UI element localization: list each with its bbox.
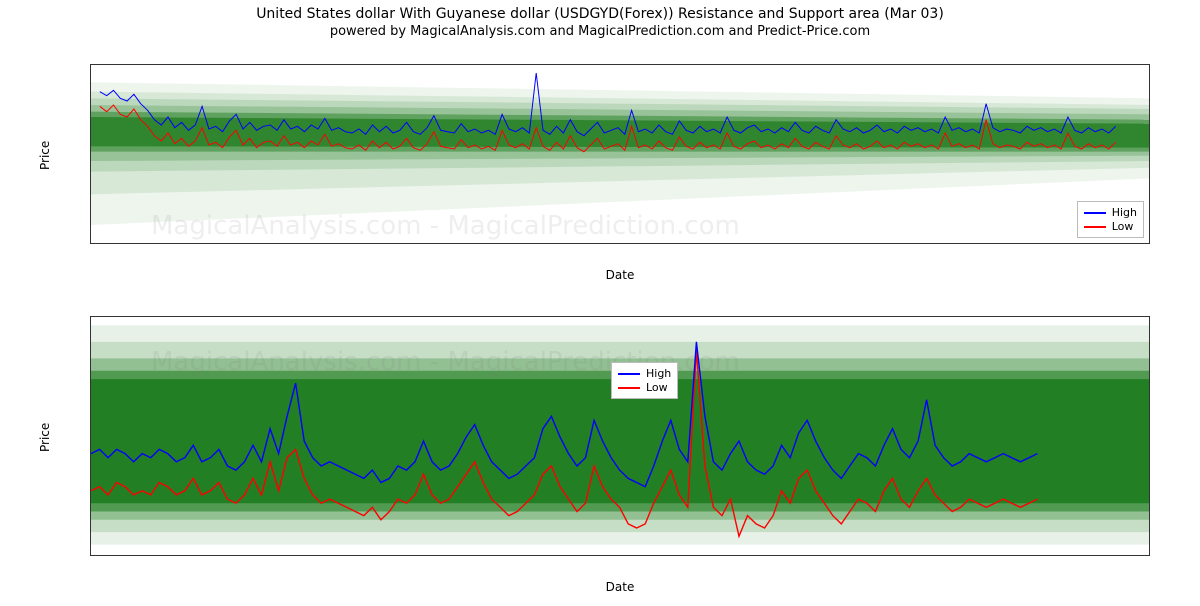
x-tick-label: 2025-03-15	[1122, 555, 1150, 556]
x-tick-label: 2024-12-01	[138, 555, 196, 556]
x-tick-label: 2024-12-15	[270, 555, 328, 556]
y-axis-label: Price	[38, 423, 52, 452]
legend-swatch	[618, 373, 640, 375]
x-tick-label: 2025-02-01	[724, 555, 782, 556]
low-line	[91, 350, 1037, 536]
legend-swatch	[618, 387, 640, 389]
legend: HighLow	[611, 362, 678, 399]
legend-item: Low	[618, 381, 671, 394]
legend-label: Low	[646, 381, 668, 394]
legend-item: High	[618, 367, 671, 380]
x-axis-label: Date	[606, 580, 635, 594]
chart-bottom: 1981992002012022032024-12-012024-12-1520…	[0, 6, 1200, 606]
legend-label: High	[646, 367, 671, 380]
x-tick-label: 2025-02-15	[857, 555, 915, 556]
x-tick-label: 2025-03-01	[989, 555, 1047, 556]
high-line	[91, 342, 1037, 487]
price-lines	[91, 317, 1149, 555]
plot-area: 1981992002012022032024-12-012024-12-1520…	[90, 316, 1150, 556]
x-tick-label: 2025-01-15	[564, 555, 622, 556]
x-tick-label: 2025-01-01	[431, 555, 489, 556]
